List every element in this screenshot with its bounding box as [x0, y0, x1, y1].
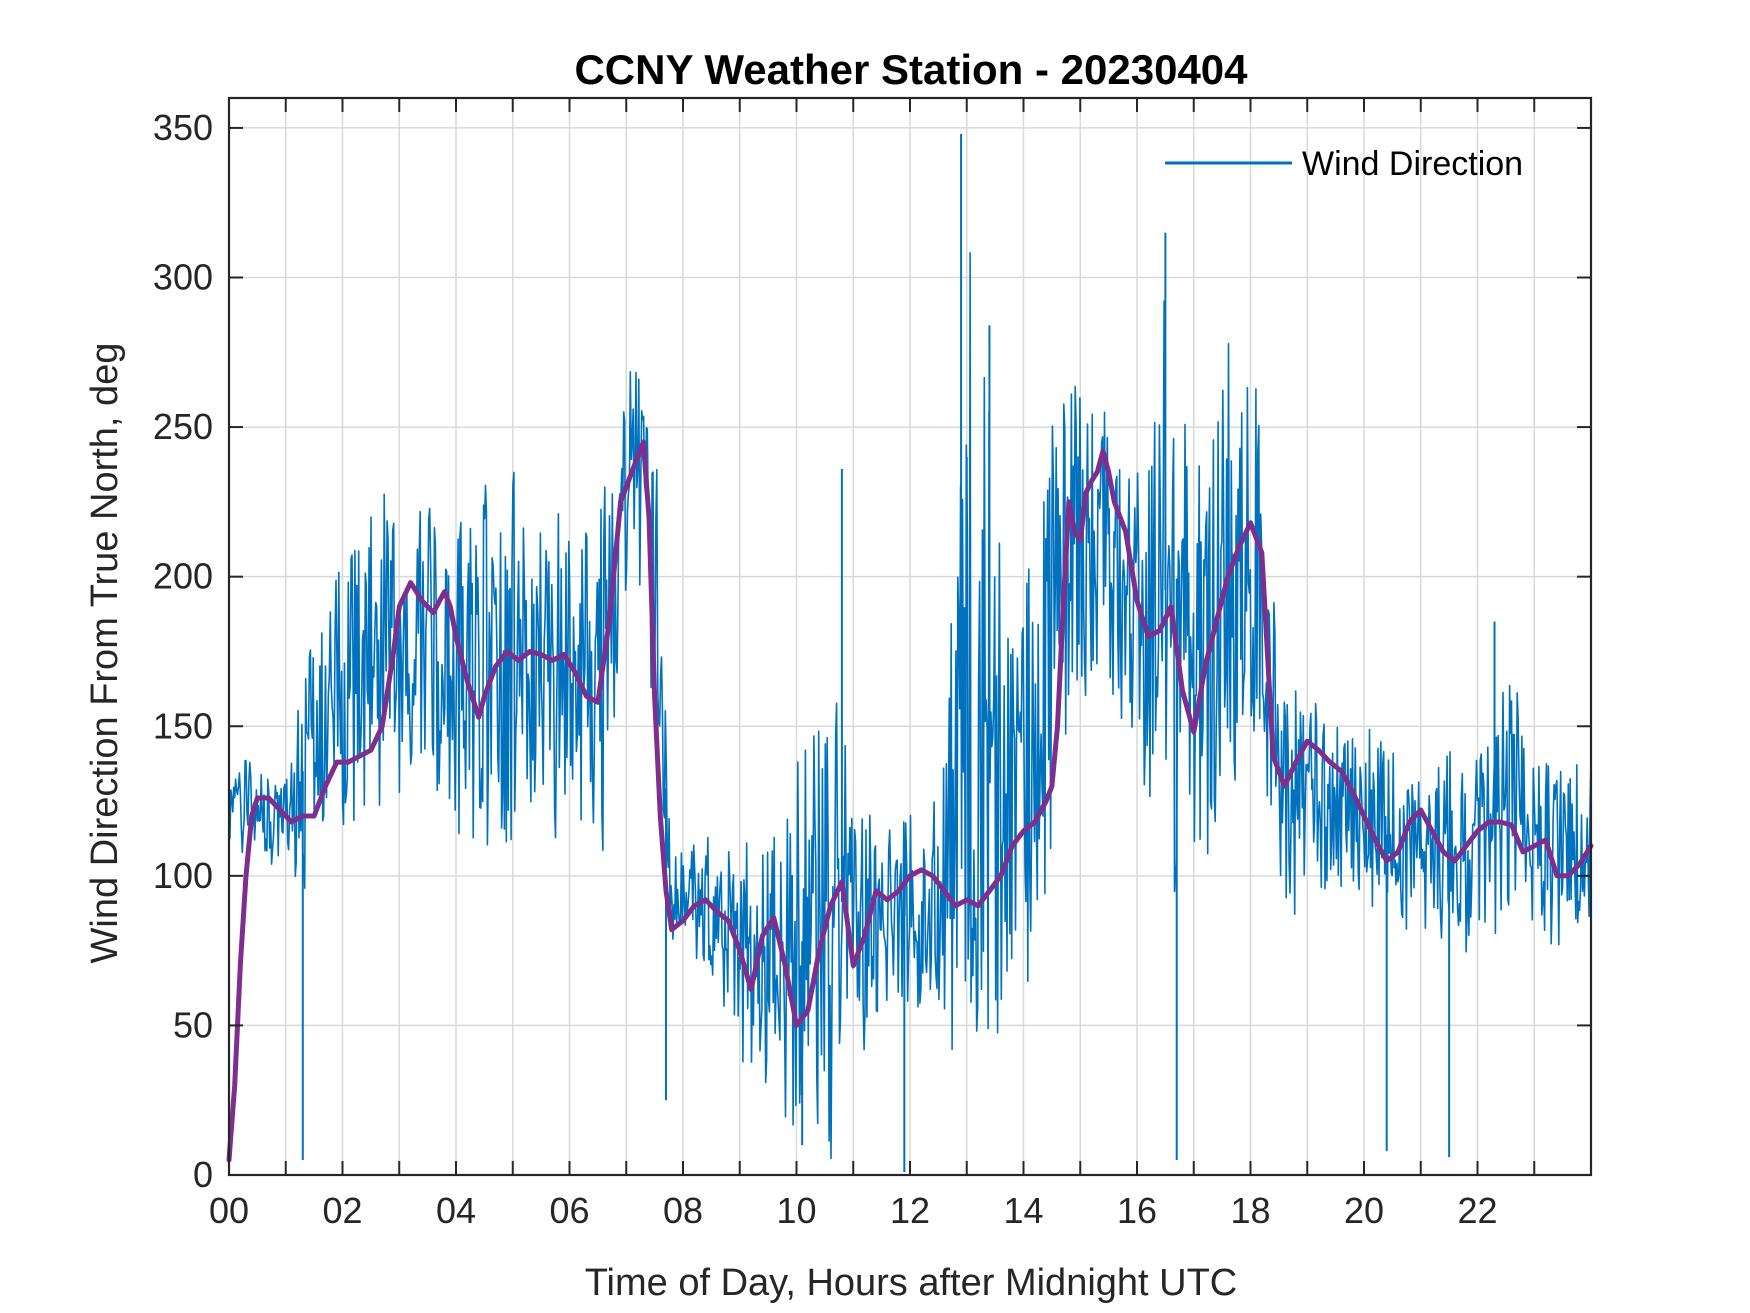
x-tick-label: 06 — [549, 1190, 589, 1231]
y-tick-label: 300 — [153, 257, 213, 298]
y-tick-label: 250 — [153, 406, 213, 447]
legend-label-wind-direction: Wind Direction — [1302, 145, 1523, 183]
x-tick-label: 08 — [663, 1190, 703, 1231]
x-tick-label: 18 — [1230, 1190, 1270, 1231]
x-tick-label: 14 — [1003, 1190, 1043, 1231]
x-tick-label: 20 — [1344, 1190, 1384, 1231]
x-tick-label: 16 — [1117, 1190, 1157, 1231]
chart-title: CCNY Weather Station - 20230404 — [574, 46, 1248, 93]
y-tick-label: 100 — [153, 855, 213, 896]
smoothed-wind-direction-line — [226, 439, 1594, 1163]
y-tick-label: 350 — [153, 107, 213, 148]
y-tick-label: 200 — [153, 556, 213, 597]
y-tick-label: 150 — [153, 705, 213, 746]
wind-direction-raw-line — [228, 252, 1592, 1160]
x-tick-label: 22 — [1457, 1190, 1497, 1231]
x-tick-label: 02 — [322, 1190, 362, 1231]
legend: Wind Direction — [1165, 145, 1523, 183]
y-tick-label: 50 — [173, 1004, 213, 1045]
plot-area: 0 50 100 150 200 250 300 350 00 02 04 06 08 10 12 14 16 1… — [153, 96, 1594, 1231]
x-axis-label: Time of Day, Hours after Midnight UTC — [585, 1262, 1238, 1304]
x-tick-label: 10 — [776, 1190, 816, 1231]
x-tick-label: 04 — [436, 1190, 476, 1231]
x-tick-label: 00 — [209, 1190, 249, 1231]
y-tick-label: 0 — [193, 1154, 213, 1195]
y-axis-label: Wind Direction From True North, deg — [84, 343, 126, 964]
x-tick-label: 12 — [890, 1190, 930, 1231]
